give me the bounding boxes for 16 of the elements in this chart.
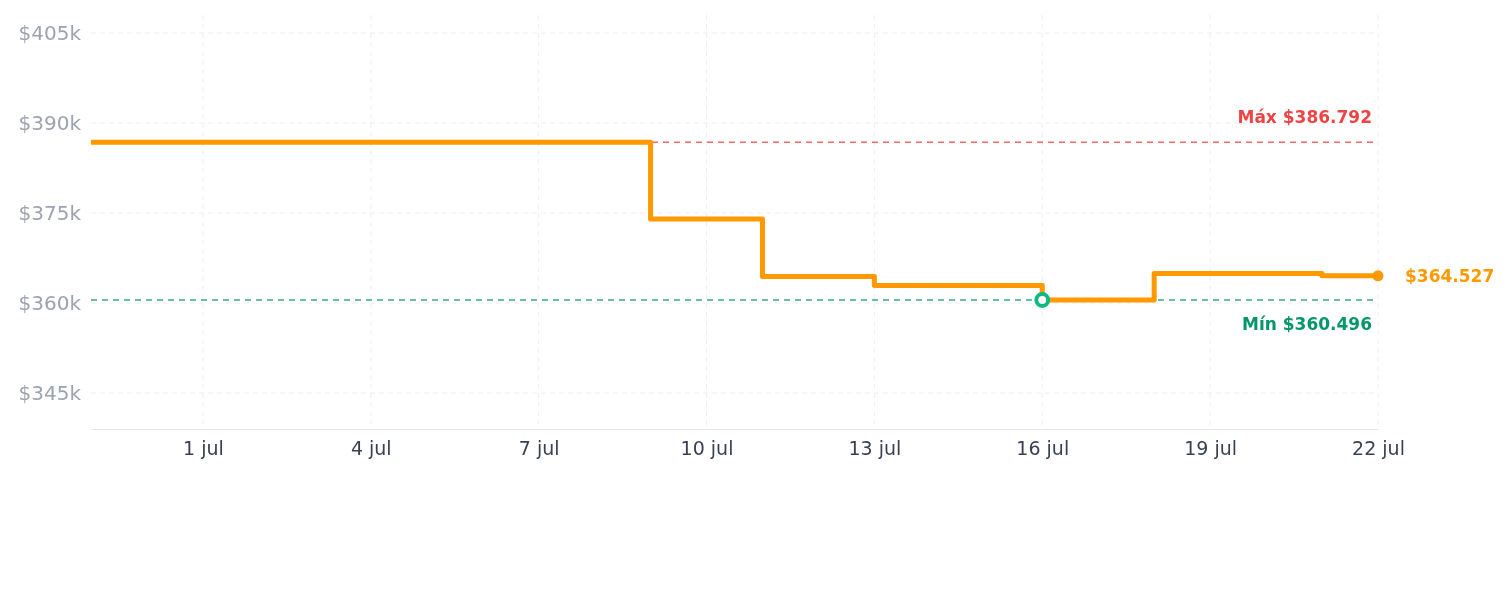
y-tick-label: $405k [18, 20, 82, 45]
ref-line-label: Mín $360.496 [1241, 314, 1372, 335]
x-tick-label: 22 jul [1352, 436, 1405, 459]
x-tick-label: 19 jul [1184, 436, 1238, 459]
x-tick-label: 16 jul [1016, 436, 1070, 459]
x-tick-label: 13 jul [848, 436, 902, 459]
y-tick-label: $375k [18, 200, 82, 225]
ref-line-label: Máx $386.792 [1237, 107, 1372, 128]
x-tick-label: 4 jul [350, 436, 392, 459]
data-label: $364.527 [1405, 265, 1495, 286]
x-tick-label: 7 jul [518, 436, 560, 459]
x-tick-label: 10 jul [680, 436, 734, 459]
y-tick-label: $390k [18, 110, 82, 135]
y-tick-label: $345k [18, 380, 82, 405]
x-tick-label: 1 jul [183, 436, 224, 459]
y-tick-label: $360k [18, 290, 82, 315]
